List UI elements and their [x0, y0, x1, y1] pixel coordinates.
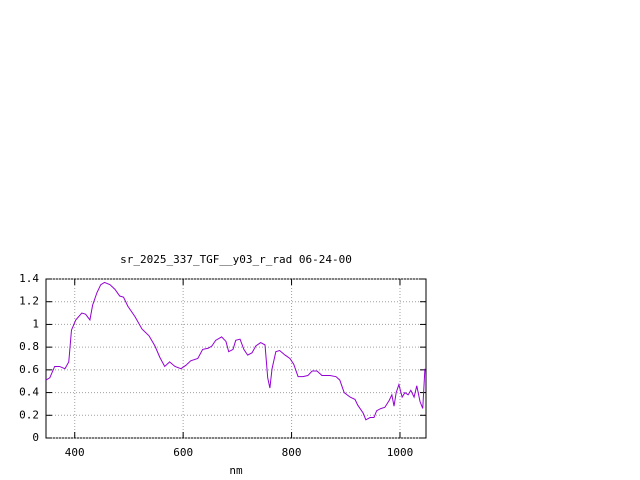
x-tick-label: 1000: [387, 446, 414, 459]
chart-title: sr_2025_337_TGF__y03_r_rad 06-24-00: [120, 253, 352, 266]
x-axis-label: nm: [229, 464, 243, 477]
y-tick-label: 0: [32, 431, 39, 444]
y-tick-label: 1.4: [19, 272, 39, 285]
x-tick-label: 600: [173, 446, 193, 459]
data-line: [45, 281, 426, 421]
y-tick-label: 0.4: [19, 386, 39, 399]
y-tick-label: 0.8: [19, 340, 39, 353]
y-tick-label: 0.2: [19, 408, 39, 421]
y-tick-label: 0.6: [19, 363, 39, 376]
y-tick-label: 1: [32, 317, 39, 330]
y-tick-label: 1.2: [19, 295, 39, 308]
x-tick-label: 400: [65, 446, 85, 459]
x-tick-label: 800: [282, 446, 302, 459]
plot-frame: [45, 278, 427, 439]
